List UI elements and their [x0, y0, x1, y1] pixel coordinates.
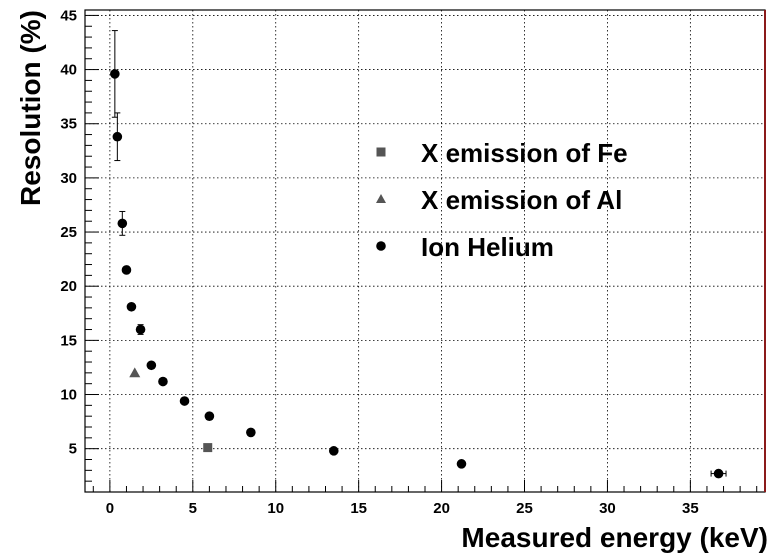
y-tick-label: 35: [60, 116, 77, 133]
data-point-circle: [135, 324, 146, 335]
legend-marker-triangle: [376, 194, 386, 203]
data-points: [110, 30, 727, 479]
data-point-circle: [204, 411, 215, 421]
data-point-triangle: [129, 367, 141, 378]
y-tick-label: 20: [60, 278, 77, 295]
y-axis-title: Resolution (%): [15, 10, 46, 206]
legend-marker-square: [376, 147, 386, 157]
y-tick-label: 40: [60, 62, 77, 79]
data-point-circle: [713, 468, 724, 479]
x-tick-label: 35: [682, 500, 699, 517]
data-point-circle: [246, 427, 256, 438]
x-tick-label: 0: [106, 500, 114, 517]
y-tick-label: 45: [60, 7, 77, 24]
plot-frame-right-edge: [764, 10, 766, 492]
x-tick-label: 5: [189, 500, 197, 517]
legend-label: Ion Helium: [421, 232, 554, 262]
data-point-circle: [117, 218, 128, 229]
y-tick-label: 5: [69, 441, 77, 458]
y-tick-label: 10: [60, 387, 77, 404]
x-tick-label: 20: [433, 500, 450, 517]
y-tick-label: 25: [60, 224, 77, 241]
data-point-circle: [146, 360, 157, 371]
data-point-circle: [112, 131, 123, 142]
data-point-circle: [328, 446, 339, 456]
data-point-circle: [126, 301, 137, 312]
data-point-circle: [456, 459, 467, 469]
data-point-circle: [110, 69, 120, 79]
data-point-circle: [158, 376, 168, 387]
legend-label: X emission of Fe: [421, 138, 628, 168]
x-tick-label: 15: [350, 500, 367, 517]
legend-label: X emission of Al: [421, 185, 622, 215]
x-tick-label: 25: [516, 500, 533, 517]
y-tick-label: 15: [60, 332, 77, 349]
data-point-square: [203, 443, 213, 453]
x-tick-label: 30: [599, 500, 616, 517]
data-point-circle: [179, 396, 190, 406]
legend-marker-circle: [376, 241, 386, 251]
axis-ticks: [85, 14, 758, 493]
x-tick-label: 10: [267, 500, 284, 517]
y-tick-label: 30: [60, 170, 77, 187]
grid: [85, 10, 765, 492]
tick-labels: 0 5 10 15 20 25 30 35 5 10 15 20 25 30 35 40 45: [60, 7, 698, 517]
legend: X emission of Fe X emission of Al Ion Heli…: [376, 138, 628, 262]
x-axis-title: Measured energy (keV): [461, 522, 768, 553]
data-point-circle: [121, 265, 132, 275]
